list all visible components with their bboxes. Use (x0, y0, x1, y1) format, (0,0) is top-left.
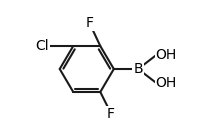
Text: Cl: Cl (35, 39, 49, 53)
Text: OH: OH (156, 75, 177, 90)
Text: F: F (107, 107, 115, 121)
Text: F: F (85, 16, 94, 30)
Text: B: B (133, 62, 143, 76)
Text: OH: OH (156, 48, 177, 63)
